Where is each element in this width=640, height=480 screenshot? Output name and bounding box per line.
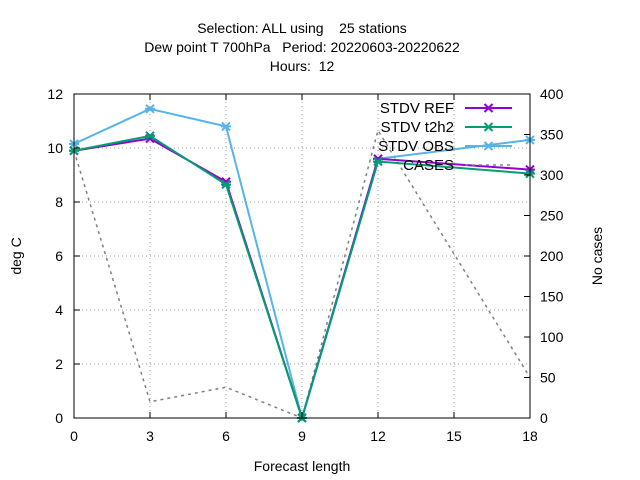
legend-marker-stdv-t2h2 (483, 122, 494, 132)
y-tick-label: 2 (55, 356, 63, 372)
y2-tick-label: 400 (540, 86, 564, 102)
y2-tick-label: 200 (540, 248, 564, 264)
title-line: Hours: 12 (270, 58, 335, 74)
data-point-stdv-obs (221, 121, 231, 132)
series-line-stdv-obs (73, 107, 531, 422)
y2-tick-label: 150 (540, 289, 564, 305)
data-point-stdv-t2h2 (145, 131, 155, 141)
title-line: Dew point T 700hPa Period: 20220603-2022… (144, 39, 460, 55)
legend-label-stdv-obs: STDV OBS (378, 138, 454, 155)
legend-marker-stdv-obs (483, 141, 494, 151)
x-tick-label: 15 (446, 428, 462, 444)
y2-tick-label: 300 (540, 167, 564, 183)
x-tick-label: 12 (370, 428, 386, 444)
x-tick-label: 3 (146, 428, 154, 444)
y2-tick-label: 250 (540, 208, 564, 224)
series-line-cases (73, 128, 531, 420)
y2-tick-label: 0 (540, 410, 548, 426)
legend-label-cases: CASES (403, 157, 454, 174)
legend-marker-stdv-ref (483, 103, 494, 113)
legend: STDV REF STDV t2h2 STDV OBS CASES (378, 100, 512, 174)
x-tick-label: 0 (70, 428, 78, 444)
y-tick-label: 6 (55, 248, 63, 264)
data-point-stdv-obs (145, 104, 155, 114)
series-line-stdv-t2h2 (73, 134, 531, 422)
x-axis-label: Forecast length (254, 458, 351, 474)
y2-tick-label: 350 (540, 127, 564, 143)
data-point-stdv-t2h2 (221, 179, 231, 190)
y2-axis-label: No cases (589, 227, 605, 285)
y-axis-label: deg C (8, 237, 24, 274)
data-point-stdv-t2h2 (373, 156, 383, 167)
series-lines (69, 104, 535, 423)
grid (74, 94, 530, 418)
y-tick-label: 12 (47, 86, 63, 102)
y-tick-label: 0 (55, 410, 63, 426)
x-tick-label: 18 (522, 428, 538, 444)
y-tick-label: 4 (55, 302, 63, 318)
legend-label-stdv-t2h2: STDV t2h2 (381, 119, 454, 136)
axis-ticks: 0 3 6 9 12 15 18024681012050100150200250300350… (47, 86, 563, 444)
legend-label-stdv-ref: STDV REF (380, 100, 454, 117)
x-tick-label: 6 (222, 428, 230, 444)
chart-title: Selection: ALL using 25 stations Dew poin… (144, 20, 460, 74)
y-tick-label: 8 (55, 194, 63, 210)
x-tick-label: 9 (298, 428, 306, 444)
y2-tick-label: 50 (540, 370, 556, 386)
y-tick-label: 10 (47, 140, 63, 156)
title-line: Selection: ALL using 25 stations (197, 20, 407, 36)
y2-tick-label: 100 (540, 329, 564, 345)
